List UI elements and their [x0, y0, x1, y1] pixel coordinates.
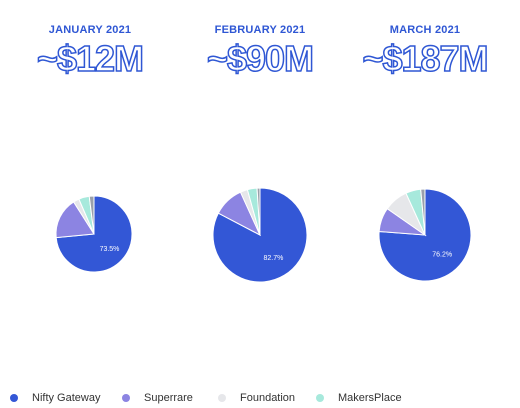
- legend-swatch-nifty-gateway: [10, 394, 18, 403]
- legend-item-makersplace: MakersPlace: [316, 392, 402, 404]
- legend-label: Foundation: [240, 392, 296, 404]
- legend-item-foundation: Foundation: [218, 392, 295, 404]
- legend-label: MakersPlace: [338, 392, 402, 404]
- month-title-february: FEBRUARY 2021: [214, 24, 306, 36]
- legend-swatch-makersplace: [316, 394, 324, 403]
- volume-figure-march: ~$187M: [362, 37, 490, 80]
- legend-swatch-superrare: [122, 394, 130, 403]
- legend-label: Superrare: [144, 392, 193, 404]
- legend-item-nifty-gateway: Nifty Gateway: [10, 392, 100, 404]
- pie-data-label: 82.7%: [263, 255, 283, 262]
- legend-label: Nifty Gateway: [32, 392, 101, 404]
- volume-figure-january: ~$12M: [36, 37, 145, 80]
- pie-data-label: 76.2%: [432, 252, 452, 259]
- legend-swatch-foundation: [218, 394, 226, 403]
- pie-slice-other: [88, 195, 95, 235]
- pie-slice-superrare: [55, 201, 95, 239]
- volume-figure-february: ~$90M: [206, 37, 315, 80]
- legend-item-superrare: Superrare: [122, 392, 193, 404]
- month-title-march: MARCH 2021: [389, 24, 461, 36]
- pie-data-label: 73.5%: [100, 246, 120, 253]
- pie-slice-other: [256, 187, 261, 236]
- pie-slice-other: [420, 188, 426, 236]
- pie-charts: 73.5% 82.7% 76.2%: [55, 187, 472, 283]
- month-title-january: JANUARY 2021: [48, 24, 132, 36]
